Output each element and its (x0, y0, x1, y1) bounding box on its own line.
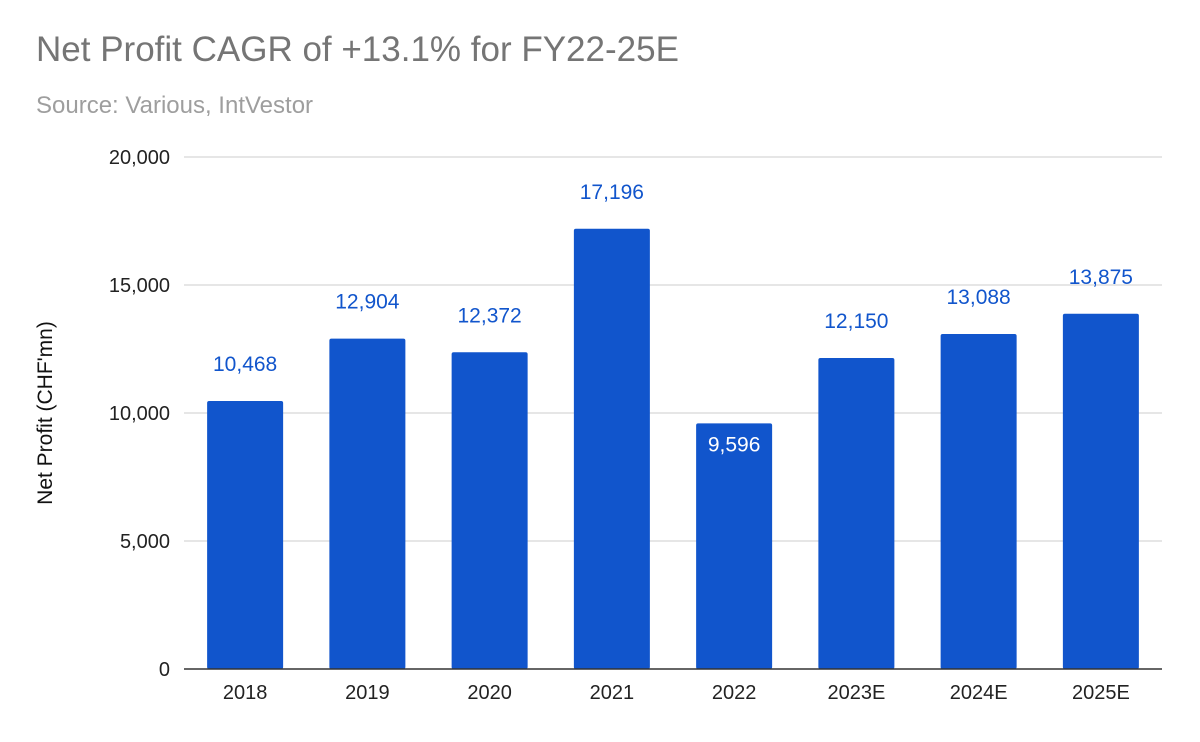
y-tick-label: 5,000 (120, 531, 170, 553)
data-label-2023e: 12,150 (824, 310, 888, 333)
x-tick-label: 2019 (345, 682, 390, 704)
x-tick-label: 2023E (827, 682, 885, 704)
x-tick-label: 2024E (950, 682, 1008, 704)
axes: 0 5,000 10,000 15,000 20,000 2018 2019 2020 2021… (109, 147, 1162, 704)
data-label-2025e: 13,875 (1069, 266, 1133, 289)
data-label-2022: 9,596 (708, 433, 761, 456)
bars (207, 228, 1139, 669)
x-tick-label: 2022 (712, 682, 757, 704)
bar-2019 (329, 338, 406, 669)
bar-2024e (940, 333, 1017, 669)
bar-2023e (818, 357, 895, 669)
data-labels: 10,468 12,904 12,372 17,196 9,596 12,150 13,08… (213, 181, 1133, 457)
bar-2018 (207, 401, 284, 669)
data-label-2021: 17,196 (580, 181, 644, 204)
bar-2020 (451, 352, 528, 669)
x-tick-label: 2018 (223, 682, 268, 704)
x-tick-label: 2020 (467, 682, 512, 704)
y-tick-label: 10,000 (109, 403, 170, 425)
bar-2022 (696, 423, 773, 669)
data-label-2018: 10,468 (213, 353, 277, 376)
y-axis-title: Net Profit (CHF'mn) (34, 321, 57, 505)
x-tick-label: 2025E (1072, 682, 1130, 704)
data-label-2020: 12,372 (458, 304, 522, 327)
bar-2021 (573, 228, 650, 669)
x-tick-label: 2021 (590, 682, 635, 704)
y-tick-label: 20,000 (109, 147, 170, 169)
bar-2025e (1062, 313, 1139, 669)
chart-title: Net Profit CAGR of +13.1% for FY22-25E (36, 30, 679, 69)
data-label-2024e: 13,088 (947, 286, 1011, 309)
y-tick-label: 0 (159, 659, 170, 681)
y-tick-label: 15,000 (109, 275, 170, 297)
data-label-2019: 12,904 (335, 291, 400, 314)
chart-subtitle: Source: Various, IntVestor (36, 92, 314, 119)
